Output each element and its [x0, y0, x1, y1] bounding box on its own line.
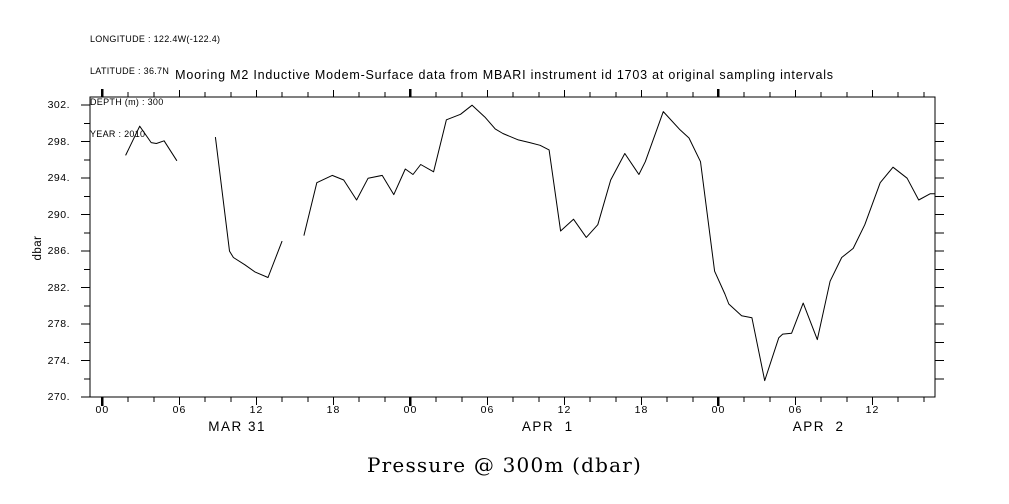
- y-tick-label: 278.: [47, 318, 70, 331]
- y-tick-label: 298.: [47, 135, 70, 148]
- pressure-line-segment: [125, 125, 178, 162]
- year-label: YEAR : 2010: [90, 128, 146, 139]
- x-tick-label: 18: [634, 404, 649, 416]
- x-tick-label: 06: [172, 404, 187, 416]
- x-tick-label: 12: [557, 404, 572, 416]
- longitude-label: LONGITUDE : 122.4W(-122.4): [90, 34, 221, 44]
- x-tick-label: 12: [249, 404, 264, 416]
- y-tick-label: 274.: [47, 354, 70, 367]
- plot-frame: [89, 96, 936, 398]
- x-tick-label: 06: [480, 404, 495, 416]
- x-tick-label: 06: [788, 404, 803, 416]
- y-tick-label: 282.: [47, 281, 70, 294]
- latitude-label: LATITUDE : 36.7N: [90, 65, 170, 76]
- x-tick-label: 12: [865, 404, 880, 416]
- x-day-label: APR 2: [792, 419, 845, 434]
- pressure-line-segment: [214, 137, 283, 278]
- y-tick-label: 290.: [47, 208, 70, 221]
- y-tick-label: 294.: [47, 172, 70, 185]
- header-info-block: LONGITUDE : 122.4W(-122.4) LATITUDE : 36…: [90, 13, 220, 160]
- x-tick-label: 00: [95, 404, 110, 416]
- x-tick-label: 18: [326, 404, 341, 416]
- y-tick-label: 270.: [47, 391, 70, 403]
- x-day-label: APR 1: [521, 419, 574, 434]
- y-tick-label: 302.: [47, 99, 70, 112]
- pressure-line-segment: [303, 104, 936, 382]
- x-day-label: MAR 31: [208, 419, 267, 434]
- figure-caption: Pressure @ 300m (dbar): [367, 453, 642, 477]
- y-tick-label: 286.: [47, 245, 70, 258]
- depth-label: DEPTH (m) : 300: [90, 97, 164, 107]
- x-tick-label: 00: [711, 404, 726, 416]
- chart-title: Mooring M2 Inductive Modem-Surface data …: [175, 68, 834, 82]
- x-tick-label: 00: [403, 404, 418, 416]
